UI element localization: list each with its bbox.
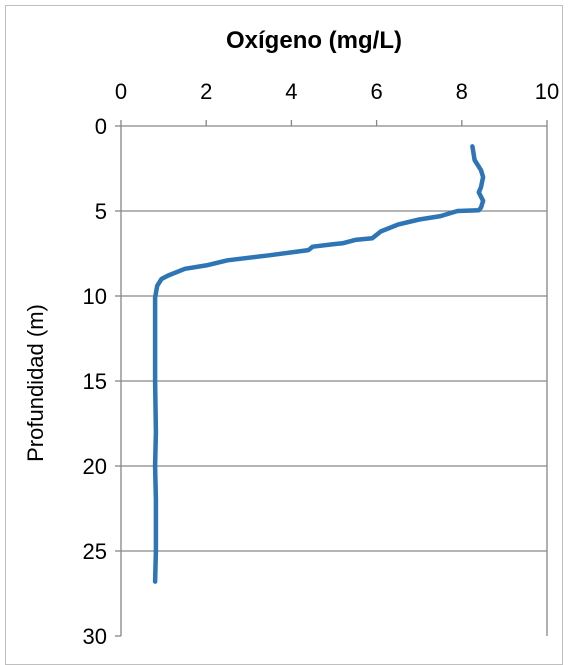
x-tick-label: 10 [535,79,559,104]
x-tick-label: 2 [200,79,212,104]
y-tick-label: 5 [95,199,107,224]
y-tick-label: 0 [95,114,107,139]
series-line [155,146,483,581]
y-tick-label: 20 [83,454,107,479]
chart-title: Oxígeno (mg/L) [226,27,402,54]
y-tick-label: 10 [83,284,107,309]
x-tick-label: 0 [115,79,127,104]
x-tick-label: 4 [285,79,297,104]
x-tick-label: 6 [370,79,382,104]
oxygen-depth-chart: Oxígeno (mg/L) Profundidad (m) 0 2 4 6 8 10 0 5… [6,6,564,647]
y-tick-label: 25 [83,539,107,564]
y-tick-label: 30 [83,624,107,647]
chart-frame: Oxígeno (mg/L) Profundidad (m) 0 2 4 6 8 10 0 5… [5,5,563,665]
x-tick-label: 8 [456,79,468,104]
grid-layer [121,211,547,551]
y-tick-label: 15 [83,369,107,394]
y-axis-title: Profundidad (m) [23,304,48,462]
